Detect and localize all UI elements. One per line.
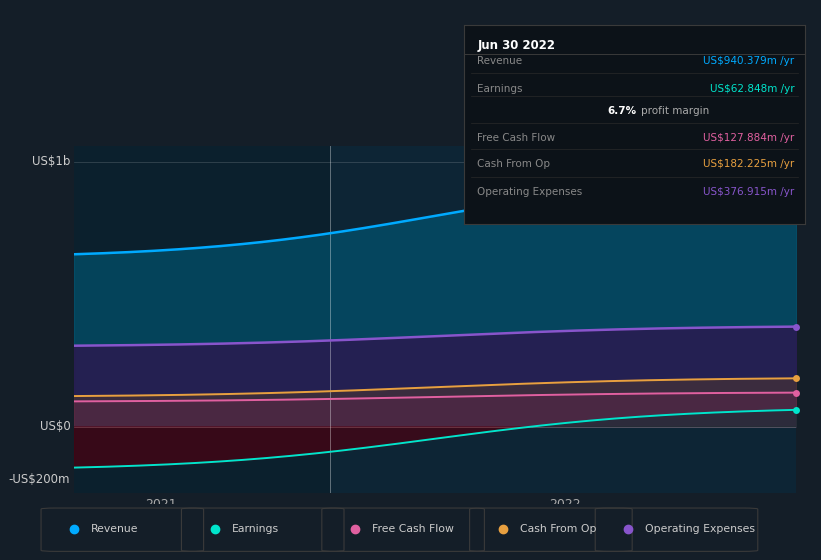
Bar [74,146,330,493]
Text: -US$200m: -US$200m [9,473,71,486]
Text: US$127.884m /yr: US$127.884m /yr [703,133,795,143]
Text: Operating Expenses: Operating Expenses [478,187,583,197]
Text: US$182.225m /yr: US$182.225m /yr [703,160,795,169]
Text: Free Cash Flow: Free Cash Flow [478,133,556,143]
Text: Operating Expenses: Operating Expenses [645,524,755,534]
Text: profit margin: profit margin [641,106,709,116]
Text: Cash From Op: Cash From Op [478,160,551,169]
Text: Revenue: Revenue [91,524,139,534]
Text: Revenue: Revenue [478,56,523,66]
Text: Earnings: Earnings [478,84,523,94]
Text: Earnings: Earnings [232,524,279,534]
Text: US$1b: US$1b [32,155,71,168]
Text: US$940.379m /yr: US$940.379m /yr [704,56,795,66]
Text: US$0: US$0 [39,420,71,433]
Text: Jun 30 2022: Jun 30 2022 [478,39,556,52]
Text: US$62.848m /yr: US$62.848m /yr [709,84,795,94]
Text: Free Cash Flow: Free Cash Flow [372,524,454,534]
Text: US$376.915m /yr: US$376.915m /yr [703,187,795,197]
Text: Cash From Op: Cash From Op [520,524,596,534]
Text: 6.7%: 6.7% [607,106,636,116]
